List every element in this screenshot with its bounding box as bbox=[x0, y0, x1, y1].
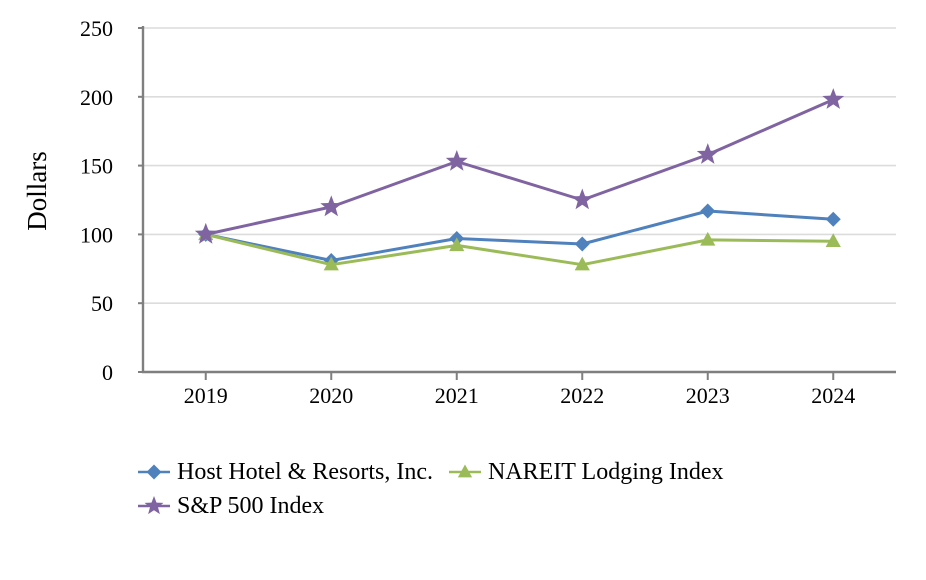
series-line-nareit-lodging-index bbox=[205, 232, 834, 267]
y-tick-label: 0 bbox=[102, 360, 113, 385]
diamond-glyph bbox=[146, 464, 162, 480]
x-tick-label: 2023 bbox=[686, 383, 730, 408]
legend-label: S&P 500 Index bbox=[177, 493, 325, 519]
data-point-s-p-500-index-2022 bbox=[571, 188, 594, 210]
x-tick-label: 2022 bbox=[560, 383, 604, 408]
legend-label: Host Hotel & Resorts, Inc. bbox=[177, 459, 433, 485]
x-tick-label: 2024 bbox=[811, 383, 855, 408]
y-tick-label: 250 bbox=[80, 16, 113, 41]
legend-row-2: S&P 500 Index bbox=[138, 491, 740, 521]
chart-legend: Host Hotel & Resorts, Inc. NAREIT Lodgin… bbox=[138, 457, 740, 521]
series-line-s-p-500-index bbox=[205, 98, 834, 236]
triangle-glyph bbox=[457, 464, 473, 478]
data-point-nareit-lodging-index-2021 bbox=[449, 237, 465, 252]
y-tick-label: 150 bbox=[80, 154, 113, 179]
legend-entry-host-hotel-resorts: Host Hotel & Resorts, Inc. bbox=[138, 457, 433, 487]
diamond-marker-icon bbox=[138, 464, 170, 480]
data-point-host-hotel-resorts-inc-2024 bbox=[825, 211, 841, 227]
legend-entry-nareit-lodging-index: NAREIT Lodging Index bbox=[448, 457, 724, 487]
y-axis-label: Dollars bbox=[22, 151, 52, 230]
data-point-s-p-500-index-2023 bbox=[696, 143, 719, 164]
data-point-s-p-500-index-2019 bbox=[194, 222, 217, 244]
legend-entry-sp-500-index: S&P 500 Index bbox=[138, 491, 324, 521]
y-tick-label: 100 bbox=[80, 222, 113, 247]
legend-label: NAREIT Lodging Index bbox=[487, 459, 724, 485]
y-tick-label: 200 bbox=[80, 85, 113, 110]
data-point-nareit-lodging-index-2020 bbox=[323, 256, 339, 271]
data-point-s-p-500-index-2020 bbox=[320, 195, 343, 217]
series-line-host-hotel-resorts-inc bbox=[205, 209, 834, 262]
x-tick-label: 2020 bbox=[309, 383, 353, 408]
data-point-nareit-lodging-index-2024 bbox=[825, 233, 841, 248]
data-point-s-p-500-index-2024 bbox=[822, 88, 845, 109]
data-point-host-hotel-resorts-inc-2022 bbox=[574, 236, 590, 252]
y-tick-label: 50 bbox=[91, 291, 113, 316]
data-point-host-hotel-resorts-inc-2023 bbox=[700, 203, 716, 219]
data-point-nareit-lodging-index-2022 bbox=[574, 256, 590, 271]
star-marker-icon bbox=[138, 496, 170, 515]
x-tick-label: 2019 bbox=[184, 383, 228, 408]
legend-row-1: Host Hotel & Resorts, Inc. NAREIT Lodgin… bbox=[138, 457, 740, 487]
data-point-nareit-lodging-index-2023 bbox=[700, 231, 716, 246]
star-glyph bbox=[144, 496, 164, 515]
data-point-s-p-500-index-2021 bbox=[445, 150, 468, 171]
x-tick-label: 2021 bbox=[435, 383, 479, 408]
triangle-marker-icon bbox=[448, 464, 481, 478]
